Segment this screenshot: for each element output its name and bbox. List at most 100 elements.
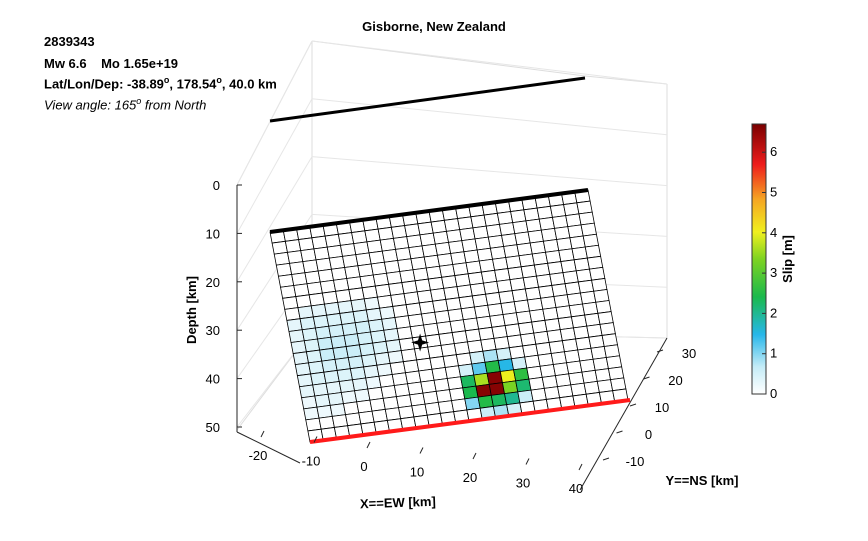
slip-patch	[284, 239, 302, 253]
ew-tick	[578, 463, 583, 471]
slip-patch	[526, 297, 544, 312]
slip-patch	[561, 338, 579, 353]
slip-patch	[484, 360, 501, 374]
slip-patch	[551, 215, 569, 229]
slip-patch	[286, 318, 303, 332]
slip-patch	[486, 371, 503, 385]
ew-tick-label: 10	[410, 465, 424, 480]
slip-patch	[449, 319, 466, 334]
slip-patch	[578, 211, 595, 226]
slip-patch	[407, 381, 424, 396]
slip-patch	[423, 254, 440, 269]
slip-patch	[551, 283, 568, 297]
slip-patch	[317, 336, 334, 351]
slip-patch	[457, 216, 474, 231]
slip-patch	[367, 386, 384, 401]
slip-patch	[446, 376, 464, 391]
slip-patch	[517, 389, 534, 404]
slip-patch	[570, 382, 587, 397]
slip-patch	[336, 368, 353, 382]
slip-patch	[337, 300, 354, 314]
slip-patch	[325, 381, 342, 395]
slip-patch	[364, 228, 381, 243]
slip-patch	[354, 320, 372, 335]
slip-patch	[581, 369, 598, 384]
slip-patch	[490, 393, 508, 407]
slip-patch	[361, 353, 378, 368]
depth-gridline	[311, 98, 668, 136]
slip-patch	[529, 308, 546, 323]
slip-patch	[422, 390, 439, 405]
slip-patch	[432, 230, 450, 245]
ew-tick-label: 30	[516, 476, 530, 491]
slip-patch	[445, 297, 462, 311]
slip-patch	[507, 266, 524, 281]
slip-patch	[420, 311, 438, 326]
slip-patch	[565, 213, 582, 228]
slip-patch	[580, 222, 597, 237]
slip-patch	[405, 302, 422, 317]
slip-patch	[305, 349, 323, 364]
slip-patch	[306, 281, 323, 296]
slip-patch	[447, 308, 464, 322]
slip-patch	[299, 384, 316, 399]
slip-patch	[314, 393, 331, 408]
slip-patch	[416, 357, 433, 372]
axis-lines	[236, 185, 668, 491]
slip-patch	[350, 298, 367, 313]
slip-patch	[402, 359, 420, 374]
slip-patch	[533, 330, 550, 345]
slip-patch	[335, 289, 352, 303]
slip-patch	[382, 396, 400, 410]
location-depth: , 40.0 km	[221, 76, 277, 92]
slip-patch	[592, 357, 609, 371]
ns-axis-label: Y==NS [km]	[666, 473, 739, 488]
slip-patch	[489, 246, 507, 260]
slip-patch	[488, 382, 506, 396]
slip-patch	[505, 255, 522, 270]
slip-patch	[500, 301, 517, 315]
slip-patch	[542, 307, 559, 321]
slip-patch	[464, 328, 482, 343]
chart-title: Gisborne, New Zealand	[362, 19, 506, 34]
slip-patch	[357, 263, 374, 278]
slip-patch	[438, 332, 455, 346]
degree-sup-1: o	[163, 75, 170, 85]
slip-patch	[436, 321, 453, 335]
slip-patch	[460, 306, 478, 321]
slip-patch	[593, 289, 610, 303]
slip-patch	[568, 371, 585, 386]
slip-patch	[437, 400, 455, 414]
slip-patch	[383, 260, 401, 274]
slip-patch	[293, 283, 310, 298]
slip-patch	[483, 212, 500, 227]
slip-patch	[582, 233, 599, 248]
slip-patch	[476, 315, 493, 330]
slip-patch	[370, 329, 387, 344]
slip-patch	[349, 366, 367, 381]
slip-patch	[590, 346, 607, 360]
slip-patch	[280, 285, 297, 299]
slip-patch	[478, 326, 495, 341]
slip-patch	[503, 244, 520, 258]
slip-patch	[597, 311, 614, 325]
slip-patch	[496, 211, 514, 225]
slip-patch	[328, 324, 345, 338]
slip-patch	[377, 294, 394, 309]
slip-patch	[330, 267, 348, 281]
slip-patch	[323, 369, 340, 384]
slip-patch	[310, 303, 328, 318]
slip-patch	[573, 257, 590, 272]
ns-tick	[643, 376, 650, 380]
slip-patch	[545, 250, 562, 264]
slip-patch	[302, 259, 319, 274]
slip-patch	[480, 337, 497, 352]
slip-patch	[453, 341, 471, 356]
slip-patch	[301, 327, 319, 342]
slip-patch	[348, 287, 365, 302]
slip-patch	[478, 258, 496, 273]
slip-patch	[368, 250, 385, 265]
slip-patch	[568, 303, 586, 318]
slip-patch	[295, 294, 312, 309]
slip-patch	[502, 312, 519, 327]
